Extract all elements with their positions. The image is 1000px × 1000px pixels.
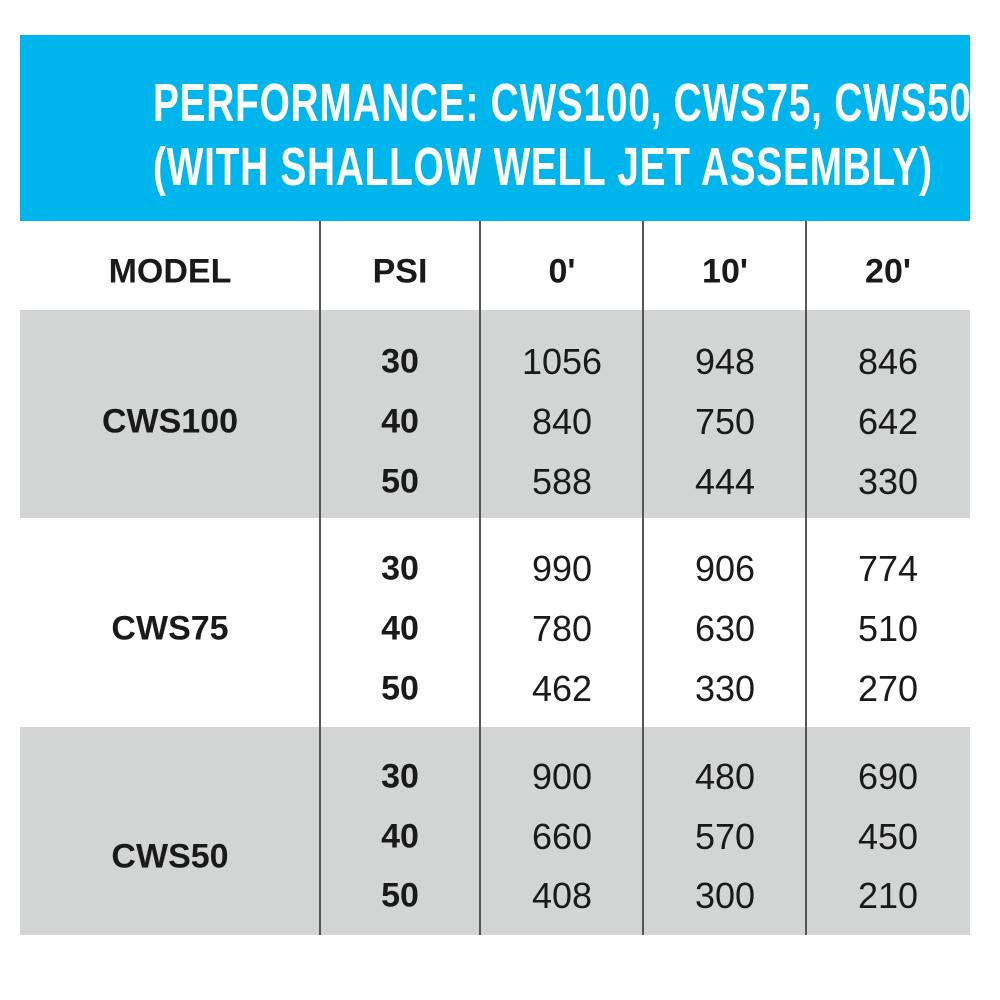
value-cell: 210 <box>857 875 919 916</box>
value-cell: 408 <box>531 875 593 916</box>
psi-cell: 40 <box>381 402 419 441</box>
value-cell: 846 <box>857 341 919 382</box>
column-header: MODEL <box>108 252 232 291</box>
psi-cell: 50 <box>381 462 419 501</box>
value-cell: 462 <box>531 668 593 709</box>
title-banner: PERFORMANCE: CWS100, CWS75, CWS50 (WITH … <box>20 35 972 221</box>
title-line-1: PERFORMANCE: CWS100, CWS75, CWS50 <box>153 73 972 133</box>
model-label: CWS75 <box>111 609 229 648</box>
value-cell: 330 <box>694 668 756 709</box>
value-cell: 906 <box>694 548 756 589</box>
group-band-cws50 <box>20 727 970 935</box>
value-cell: 780 <box>531 608 593 649</box>
psi-cell: 50 <box>381 876 419 915</box>
value-cell: 510 <box>857 608 919 649</box>
psi-cell: 30 <box>381 549 419 588</box>
value-cell: 630 <box>694 608 756 649</box>
psi-cell: 40 <box>381 817 419 856</box>
value-cell: 588 <box>531 461 593 502</box>
column-divider <box>479 221 481 935</box>
title-line-2: (WITH SHALLOW WELL JET ASSEMBLY) <box>153 137 933 197</box>
group-band-cws100 <box>20 310 970 518</box>
value-cell: 642 <box>857 401 919 442</box>
column-header: PSI <box>372 252 428 291</box>
column-header: 0' <box>548 252 576 291</box>
value-cell: 330 <box>857 461 919 502</box>
value-cell: 570 <box>694 816 756 857</box>
psi-cell: 30 <box>381 342 419 381</box>
psi-cell: 50 <box>381 669 419 708</box>
value-cell: 990 <box>531 548 593 589</box>
model-label: CWS50 <box>111 837 229 876</box>
value-cell: 450 <box>857 816 919 857</box>
value-cell: 444 <box>694 461 756 502</box>
value-cell: 270 <box>857 668 919 709</box>
model-label: CWS100 <box>101 402 239 441</box>
column-header: 20' <box>865 252 911 291</box>
value-cell: 480 <box>694 756 756 797</box>
column-header: 10' <box>702 252 748 291</box>
value-cell: 690 <box>857 756 919 797</box>
value-cell: 948 <box>694 341 756 382</box>
psi-cell: 30 <box>381 757 419 796</box>
value-cell: 1056 <box>521 341 603 382</box>
value-cell: 774 <box>857 548 919 589</box>
value-cell: 840 <box>531 401 593 442</box>
psi-cell: 40 <box>381 609 419 648</box>
column-divider <box>319 221 321 935</box>
column-divider <box>805 221 807 935</box>
value-cell: 300 <box>694 875 756 916</box>
value-cell: 900 <box>531 756 593 797</box>
column-divider <box>642 221 644 935</box>
value-cell: 660 <box>531 816 593 857</box>
value-cell: 750 <box>694 401 756 442</box>
